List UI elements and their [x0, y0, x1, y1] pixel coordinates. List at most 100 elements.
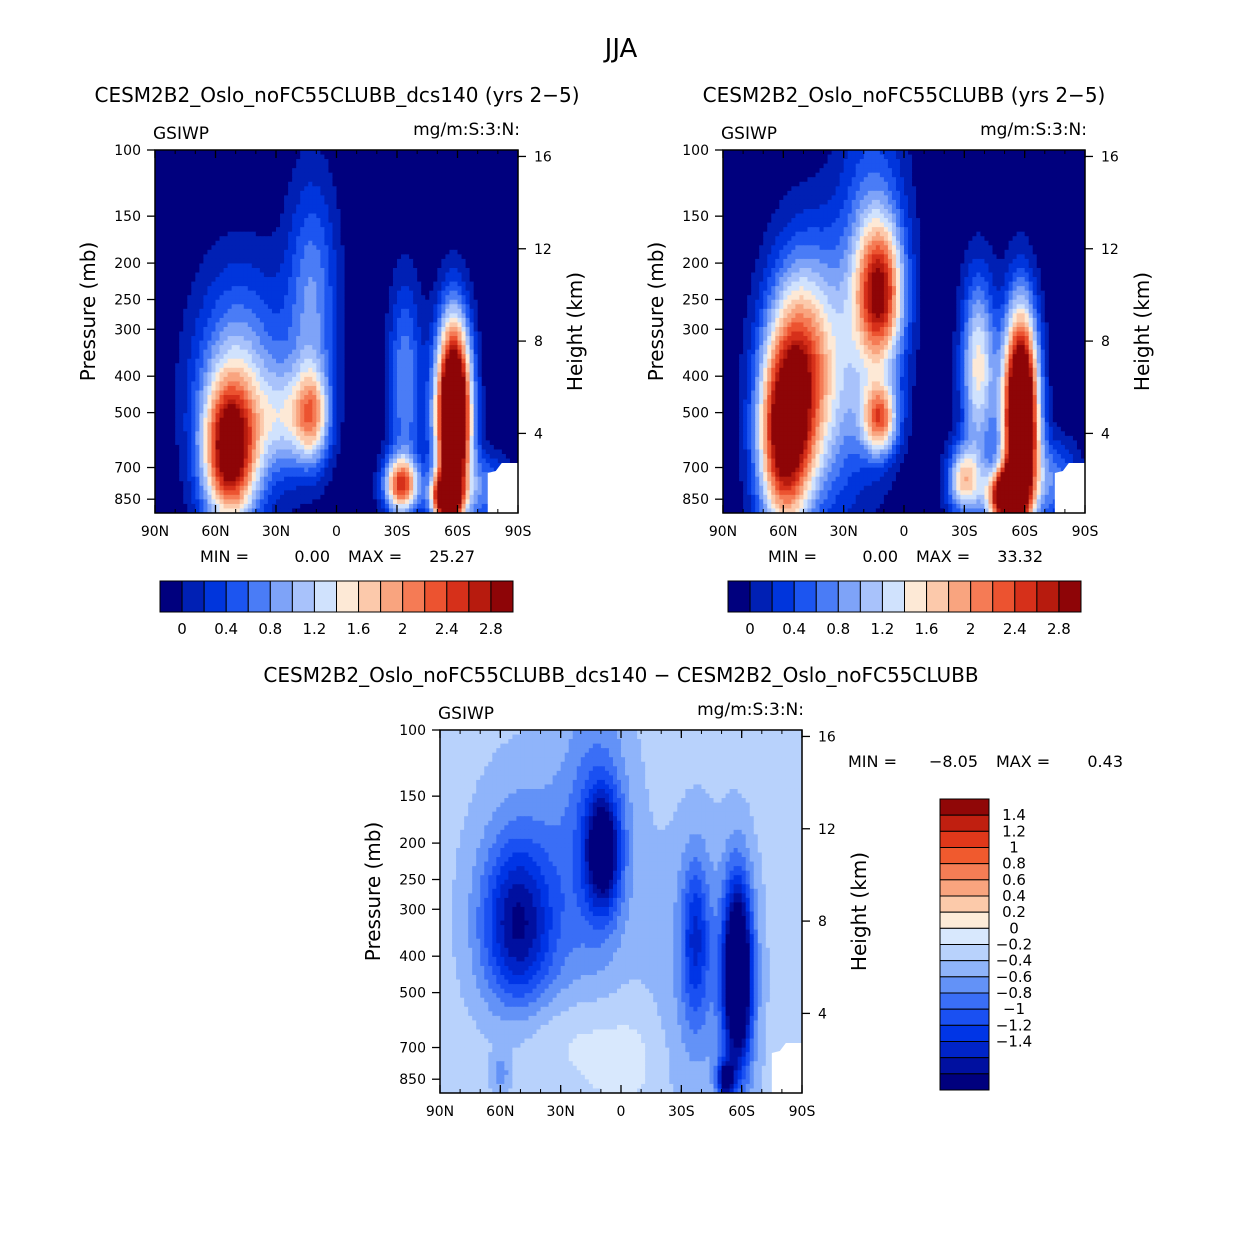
- heatmap-cell: [167, 304, 172, 310]
- heatmap-cell: [453, 367, 459, 373]
- heatmap-cell: [505, 336, 511, 342]
- heatmap-cell: [227, 381, 233, 387]
- heatmap-cell: [203, 349, 209, 355]
- heatmap-cell: [203, 222, 209, 228]
- heatmap-cell: [167, 150, 172, 156]
- heatmap-cell: [473, 363, 479, 369]
- heatmap-cell: [171, 150, 176, 156]
- heatmap-cell: [465, 204, 471, 210]
- heatmap-cell: [324, 204, 330, 210]
- heatmap-cell: [453, 231, 459, 237]
- heatmap-cell: [417, 222, 422, 228]
- heatmap-cell: [304, 172, 309, 178]
- heatmap-cell: [356, 304, 362, 310]
- heatmap-cell: [231, 295, 237, 301]
- heatmap-cell: [247, 376, 253, 383]
- heatmap-cell: [316, 376, 321, 383]
- heatmap-cell: [469, 218, 475, 224]
- heatmap-cell: [171, 172, 176, 178]
- heatmap-cell: [183, 317, 188, 324]
- heatmap-cell: [336, 267, 342, 274]
- heatmap-cell: [340, 218, 346, 224]
- heatmap-cell: [368, 258, 374, 265]
- heatmap-cell: [344, 281, 350, 287]
- heatmap-cell: [477, 304, 483, 310]
- heatmap-cell: [453, 245, 459, 251]
- heatmap-cell: [199, 322, 204, 328]
- heatmap-cell: [195, 272, 200, 278]
- heatmap-cell: [271, 372, 277, 378]
- heatmap-cell: [259, 208, 265, 215]
- heatmap-cell: [171, 199, 176, 206]
- heatmap-cell: [227, 249, 233, 255]
- heatmap-cell: [296, 272, 301, 278]
- heatmap-cell: [308, 150, 313, 156]
- heatmap-cell: [401, 326, 406, 333]
- heatmap-cell: [413, 208, 418, 215]
- heatmap-cell: [276, 326, 281, 333]
- heatmap-cell: [489, 222, 495, 228]
- heatmap-cell: [509, 168, 515, 174]
- heatmap-cell: [453, 240, 459, 246]
- heatmap-cell: [481, 150, 487, 156]
- figure-title: JJA: [603, 34, 638, 64]
- heatmap-cell: [211, 349, 217, 355]
- heatmap-cell: [183, 199, 188, 206]
- heatmap-cell: [449, 390, 455, 396]
- heatmap-cell: [179, 299, 184, 305]
- heatmap-cell: [513, 317, 518, 324]
- heatmap-cell: [259, 340, 265, 346]
- heatmap-cell: [344, 150, 350, 156]
- heatmap-cell: [477, 336, 483, 342]
- heatmap-cell: [433, 249, 438, 255]
- heatmap-cell: [179, 186, 184, 192]
- heatmap-cell: [384, 304, 390, 310]
- heatmap-cell: [497, 395, 503, 401]
- heatmap-cell: [348, 277, 354, 283]
- heatmap-cell: [405, 190, 410, 196]
- heatmap-cell: [284, 340, 289, 346]
- heatmap-cell: [429, 204, 434, 210]
- heatmap-cell: [163, 381, 168, 387]
- heatmap-cell: [356, 218, 362, 224]
- heatmap-cell: [461, 295, 467, 301]
- heatmap-cell: [336, 227, 342, 233]
- heatmap-cell: [288, 331, 293, 337]
- heatmap-cell: [376, 308, 382, 314]
- heatmap-cell: [163, 272, 168, 278]
- heatmap-cell: [445, 345, 451, 351]
- heatmap-cell: [247, 272, 253, 278]
- heatmap-cell: [175, 290, 180, 296]
- heatmap-cell: [457, 331, 463, 337]
- heatmap-cell: [509, 218, 515, 224]
- heatmap-cell: [489, 249, 495, 255]
- heatmap-cell: [409, 299, 414, 305]
- heatmap-cell: [356, 395, 362, 401]
- heatmap-cell: [316, 177, 321, 183]
- heatmap-cell: [167, 204, 172, 210]
- heatmap-cell: [376, 240, 382, 246]
- heatmap-cell: [167, 308, 172, 314]
- heatmap-cell: [372, 245, 378, 251]
- heatmap-cell: [191, 363, 196, 369]
- heatmap-cell: [215, 267, 221, 274]
- heatmap-cell: [509, 227, 515, 233]
- heatmap-cell: [441, 168, 446, 174]
- heatmap-cell: [155, 208, 160, 215]
- heatmap-cell: [235, 367, 241, 373]
- heatmap-cell: [155, 150, 160, 156]
- heatmap-cell: [409, 204, 414, 210]
- heatmap-cell: [292, 227, 297, 233]
- heatmap-cell: [239, 367, 245, 373]
- heatmap-cell: [251, 190, 257, 196]
- heatmap-cell: [421, 190, 426, 196]
- heatmap-cell: [271, 336, 277, 342]
- heatmap-cell: [505, 304, 511, 310]
- heatmap-cell: [199, 218, 204, 224]
- heatmap-cell: [191, 199, 196, 206]
- heatmap-cell: [356, 286, 362, 292]
- heatmap-cell: [187, 376, 192, 383]
- heatmap-cell: [413, 331, 418, 337]
- heatmap-cell: [223, 190, 229, 196]
- heatmap-cell: [352, 199, 358, 206]
